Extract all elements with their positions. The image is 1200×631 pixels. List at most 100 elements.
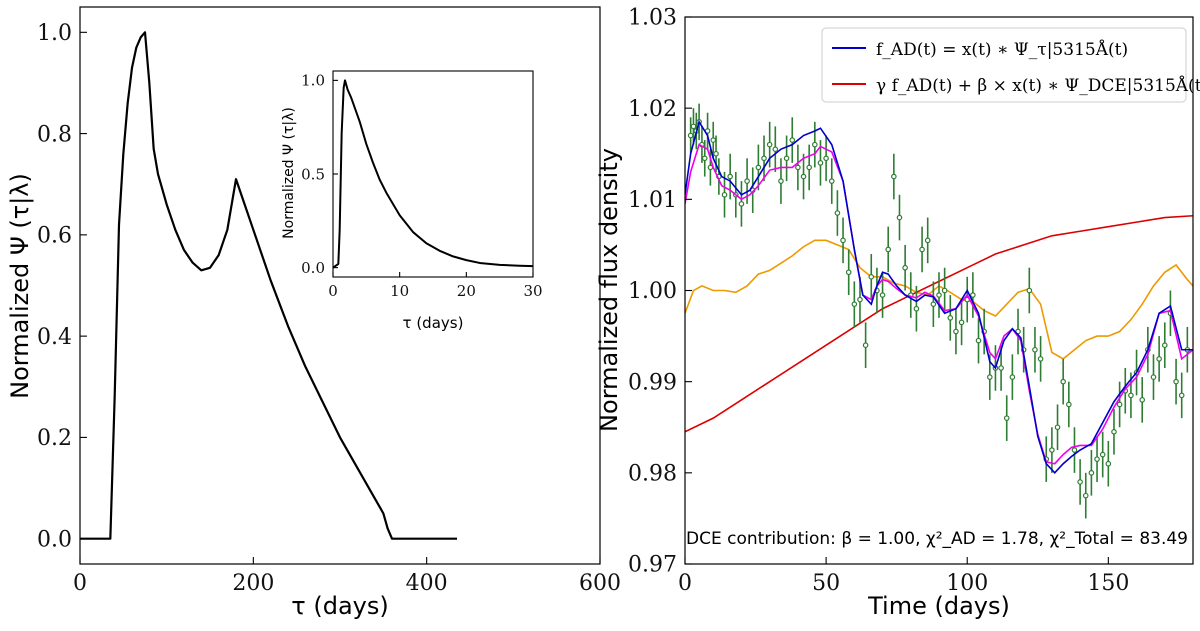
data-point bbox=[812, 141, 818, 148]
right-y-tick-label: 1.01 bbox=[628, 188, 677, 213]
inset-y-axis-label: Normalized Ψ (τ|λ) bbox=[281, 107, 297, 239]
inset-x-tick-label: 10 bbox=[390, 282, 409, 300]
right-x-tick-label: 150 bbox=[1087, 571, 1129, 596]
data-point bbox=[840, 237, 846, 244]
inset-y-tick-label: 0.0 bbox=[301, 259, 325, 277]
data-point bbox=[1060, 378, 1066, 385]
left-y-ticks: 0.0 0.2 0.4 0.6 0.8 1.0 bbox=[37, 21, 87, 552]
data-point bbox=[1071, 447, 1078, 453]
right-series-line-f-ad bbox=[685, 119, 1193, 475]
right-x-tick-label: 50 bbox=[812, 571, 840, 596]
right-y-tick-label: 0.98 bbox=[628, 462, 677, 487]
data-point bbox=[896, 214, 903, 221]
left-y-tick-label: 0.6 bbox=[37, 224, 72, 249]
left-x-tick-label: 400 bbox=[406, 571, 448, 596]
data-point bbox=[1003, 415, 1010, 421]
data-point bbox=[845, 269, 852, 276]
data-point bbox=[1128, 392, 1134, 399]
data-point bbox=[701, 155, 708, 162]
inset-panel: 0 10 20 30 0.0 0.5 1.0 τ (days) Normalized Ψ … bbox=[281, 70, 543, 332]
inset-x-ticks: 0 10 20 30 bbox=[328, 272, 543, 300]
left-axes-frame bbox=[79, 6, 601, 565]
data-point bbox=[1116, 401, 1123, 408]
inset-background bbox=[333, 71, 533, 277]
right-y-ticks: 0.97 0.98 0.99 1.00 1.01 1.02 1.03 bbox=[628, 6, 692, 578]
left-y-tick-label: 0.4 bbox=[37, 325, 72, 350]
dce-contribution-annotation: DCE contribution: β = 1.00, χ²_AD = 1.78… bbox=[686, 529, 1188, 549]
data-point bbox=[1054, 424, 1061, 431]
inset-y-tick-label: 1.0 bbox=[301, 72, 325, 90]
data-point bbox=[710, 137, 717, 143]
right-y-tick-label: 0.97 bbox=[628, 553, 677, 578]
data-point bbox=[885, 246, 892, 253]
left-x-ticks: 0 200 400 600 bbox=[73, 557, 621, 596]
right-y-tick-label: 0.99 bbox=[628, 370, 677, 395]
left-y-tick-label: 1.0 bbox=[37, 21, 72, 46]
data-point bbox=[834, 210, 841, 216]
data-point bbox=[1139, 397, 1146, 403]
data-point bbox=[1161, 342, 1168, 349]
inset-x-tick-label: 30 bbox=[523, 282, 542, 300]
right-y-tick-label: 1.00 bbox=[628, 279, 677, 304]
data-point bbox=[1049, 447, 1055, 453]
right-y-tick-label: 1.02 bbox=[628, 97, 677, 122]
data-point bbox=[936, 292, 942, 298]
data-point bbox=[1088, 470, 1095, 476]
data-point bbox=[868, 274, 875, 280]
data-point bbox=[772, 146, 779, 152]
left-y-tick-label: 0.8 bbox=[37, 122, 72, 147]
data-point bbox=[1094, 456, 1100, 462]
data-point bbox=[1009, 374, 1016, 380]
data-point bbox=[958, 319, 965, 326]
data-point bbox=[947, 315, 954, 321]
right-x-ticks: 0 50 100 150 bbox=[678, 557, 1129, 596]
data-point bbox=[857, 296, 863, 303]
data-point bbox=[713, 150, 719, 157]
data-point bbox=[1173, 378, 1179, 385]
left-y-axis-label: Normalized Ψ (τ|λ) bbox=[6, 173, 34, 399]
data-point bbox=[1077, 479, 1083, 485]
right-plot-area bbox=[685, 103, 1193, 519]
data-point bbox=[975, 337, 982, 344]
inset-plot-area bbox=[332, 79, 534, 269]
right-x-tick-label: 0 bbox=[678, 571, 692, 596]
data-point bbox=[721, 191, 728, 198]
data-point bbox=[738, 201, 745, 207]
left-panel: 0 200 400 600 0.00.20.40.60.81.0 τ (days) N… bbox=[6, 6, 621, 620]
right-panel: 0 50 100 150 0.97 0.98 0.99 1.00 1.01 1.02 1.03 T… bbox=[595, 6, 1200, 620]
legend-label-dce: γ f_AD(t) + β × x(t) ∗ Ψ_DCE|5315Å(t) bbox=[876, 75, 1200, 96]
legend-box bbox=[821, 27, 1187, 103]
left-x-tick-label: 600 bbox=[579, 571, 621, 596]
right-x-axis-label: Time (days) bbox=[867, 592, 1010, 620]
data-point bbox=[1082, 492, 1089, 499]
inset-x-tick-label: 20 bbox=[457, 282, 476, 300]
left-plot-area bbox=[80, 31, 457, 540]
data-point bbox=[778, 178, 784, 184]
left-x-tick-label: 200 bbox=[232, 571, 274, 596]
data-point bbox=[800, 173, 807, 180]
inset-series-line-transfer-function bbox=[332, 79, 534, 269]
data-point bbox=[1111, 429, 1117, 435]
data-point bbox=[953, 328, 959, 335]
data-point bbox=[913, 305, 920, 312]
inset-x-tick-label: 0 bbox=[328, 282, 338, 300]
inset-y-ticks: 0.0 0.5 1.0 bbox=[301, 72, 338, 277]
legend-label-fad: f_AD(t) = x(t) ∗ Ψ_τ|5315Å(t) bbox=[876, 39, 1128, 60]
data-point bbox=[744, 178, 750, 184]
data-point bbox=[1026, 287, 1033, 294]
data-point bbox=[823, 155, 829, 162]
legend: f_AD(t) = x(t) ∗ Ψ_τ|5315Å(t) γ f_AD(t) … bbox=[821, 27, 1200, 103]
data-point bbox=[817, 160, 824, 166]
data-point bbox=[1178, 392, 1185, 399]
inset-x-axis-label: τ (days) bbox=[403, 314, 464, 332]
data-point bbox=[690, 123, 697, 130]
inset-y-tick-label: 0.5 bbox=[301, 165, 325, 183]
data-point bbox=[902, 264, 908, 271]
data-point bbox=[806, 164, 812, 171]
data-point bbox=[1105, 460, 1112, 467]
data-point bbox=[783, 155, 790, 162]
data-point bbox=[1156, 356, 1162, 362]
data-point bbox=[924, 237, 931, 244]
data-point bbox=[755, 164, 762, 171]
